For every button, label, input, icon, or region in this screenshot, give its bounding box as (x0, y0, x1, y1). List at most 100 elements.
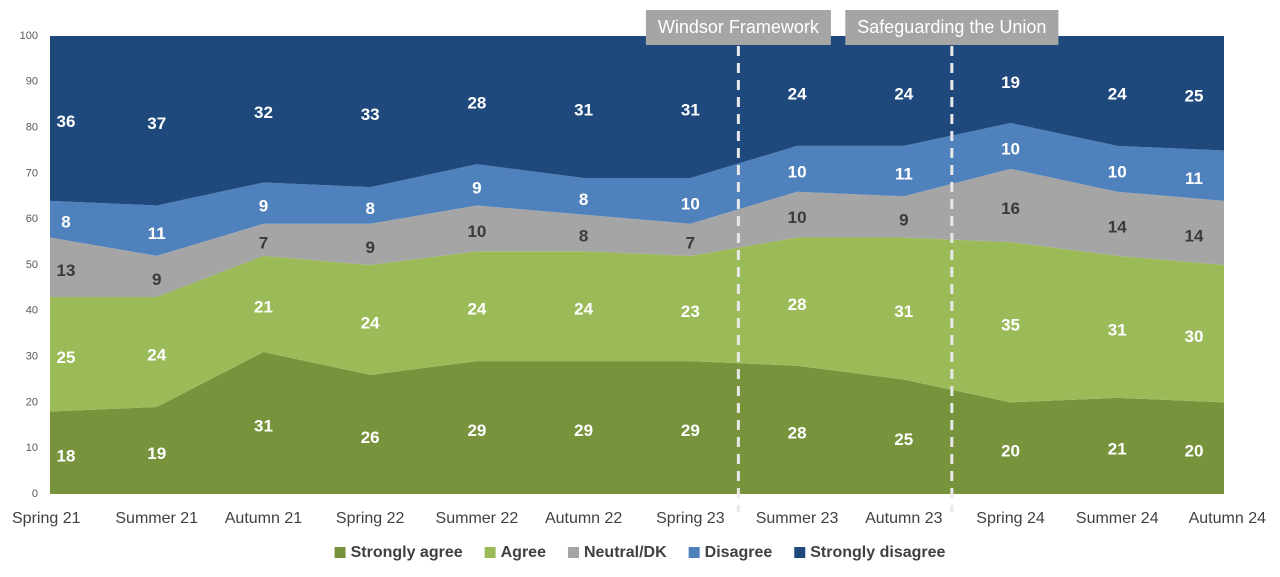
data-label: 24 (1108, 84, 1127, 103)
annotation-text: Safeguarding the Union (857, 17, 1046, 37)
x-tick-label: Spring 24 (976, 510, 1045, 527)
annotation-box (645, 10, 831, 45)
x-tick-label: Spring 23 (656, 510, 725, 527)
data-label: 19 (1001, 73, 1020, 92)
legend-label: Disagree (705, 544, 773, 561)
data-label: 37 (147, 114, 166, 133)
y-tick-label: 10 (26, 442, 38, 454)
data-label: 36 (57, 112, 76, 131)
data-label: 9 (472, 178, 481, 197)
data-label: 23 (681, 302, 700, 321)
data-label: 10 (467, 222, 486, 241)
annotation: Safeguarding the Union (845, 10, 1059, 45)
data-label: 31 (574, 100, 593, 119)
area (50, 123, 1224, 256)
x-tick-label: Autumn 22 (545, 510, 622, 527)
annotation-text: Windsor Framework (658, 17, 820, 37)
data-label: 31 (254, 416, 273, 435)
legend: Strongly agree Agree Neutral/DK Disagree Str… (334, 544, 946, 561)
data-label: 20 (1001, 442, 1020, 461)
y-tick-label: 60 (26, 213, 38, 225)
area (50, 237, 1224, 412)
data-label: 9 (259, 197, 268, 216)
y-tick-label: 20 (26, 396, 38, 408)
data-label: 11 (895, 165, 913, 184)
annotation: Windsor Framework (645, 10, 831, 45)
data-label: 7 (686, 233, 695, 252)
data-label: 24 (467, 300, 486, 319)
legend-swatch (688, 547, 700, 558)
data-label: 25 (57, 348, 76, 367)
y-tick-label: 80 (26, 122, 38, 134)
data-label: 21 (254, 297, 273, 316)
data-label: 35 (1001, 316, 1020, 335)
legend-label: Strongly agree (351, 544, 463, 561)
y-tick-label: 40 (26, 305, 38, 317)
area (50, 36, 1224, 206)
data-label: 26 (361, 428, 380, 447)
data-label: 14 (1185, 226, 1204, 245)
annotation-box (845, 10, 1059, 45)
data-label: 29 (467, 421, 486, 440)
x-tick-label: Summer 24 (1076, 510, 1159, 527)
data-label: 13 (57, 261, 76, 280)
data-label: 28 (788, 295, 807, 314)
data-label: 11 (148, 224, 166, 243)
area (50, 352, 1224, 494)
data-label: 21 (1108, 439, 1127, 458)
legend-swatch (567, 547, 579, 558)
x-tick-label: Summer 22 (436, 510, 519, 527)
x-tick-label: Spring 22 (336, 510, 405, 527)
data-label: 31 (894, 302, 913, 321)
data-label: 25 (894, 430, 913, 449)
data-label: 31 (1108, 320, 1127, 339)
y-tick-label: 90 (26, 76, 38, 88)
y-tick-label: 100 (20, 30, 38, 42)
data-label: 24 (147, 346, 166, 365)
data-label: 8 (579, 226, 588, 245)
data-label: 11 (1185, 169, 1203, 188)
data-label: 31 (681, 100, 700, 119)
data-label: 29 (574, 421, 593, 440)
data-label: 8 (61, 213, 70, 232)
data-label: 28 (788, 423, 807, 442)
legend-label: Strongly disagree (810, 544, 945, 561)
data-label: 10 (1001, 139, 1020, 158)
data-label: 28 (467, 94, 486, 113)
data-label: 30 (1185, 327, 1204, 346)
y-tick-label: 50 (26, 259, 38, 271)
data-label: 10 (681, 194, 700, 213)
data-label: 9 (365, 238, 374, 257)
data-label: 8 (365, 199, 374, 218)
data-label: 24 (894, 84, 913, 103)
y-tick-label: 70 (26, 167, 38, 179)
data-label: 29 (681, 421, 700, 440)
data-label: 8 (579, 190, 588, 209)
data-label: 18 (57, 446, 76, 465)
data-label: 33 (361, 105, 380, 124)
data-label: 16 (1001, 199, 1020, 218)
y-tick-label: 0 (32, 488, 38, 500)
legend-swatch (794, 547, 806, 558)
data-label: 10 (1108, 162, 1127, 181)
data-label: 24 (574, 300, 593, 319)
x-tick-label: Autumn 21 (225, 510, 302, 527)
data-label: 7 (259, 233, 268, 252)
x-tick-label: Summer 21 (115, 510, 198, 527)
data-label: 32 (254, 103, 273, 122)
data-label: 25 (1185, 87, 1204, 106)
data-label: 19 (147, 444, 166, 463)
legend-label: Neutral/DK (584, 544, 667, 561)
legend-swatch (334, 547, 346, 558)
x-tick-label: Autumn 23 (865, 510, 942, 527)
legend-label: Agree (501, 544, 546, 561)
legend-swatch (484, 547, 496, 558)
data-label: 9 (152, 270, 161, 289)
x-tick-label: Summer 23 (756, 510, 839, 527)
data-label: 14 (1108, 217, 1127, 236)
x-tick-label: Spring 21 (12, 510, 81, 527)
data-label: 24 (788, 84, 807, 103)
data-label: 24 (361, 313, 380, 332)
data-label: 20 (1185, 442, 1204, 461)
